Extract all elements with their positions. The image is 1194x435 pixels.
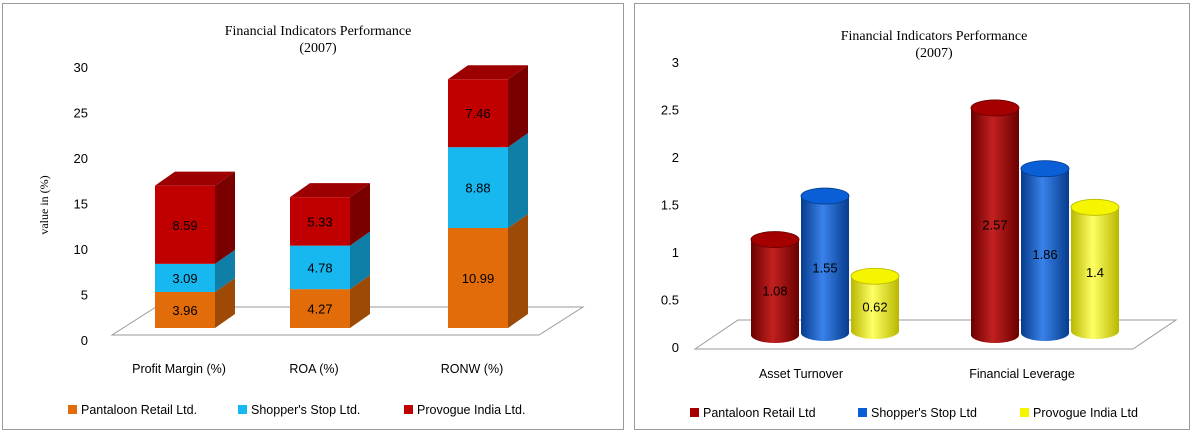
bar-segment (448, 79, 508, 148)
y-tick-label: 3 (672, 55, 679, 70)
category-label: ROA (%) (289, 362, 338, 376)
category-label: Profit Margin (%) (132, 362, 226, 376)
bar-segment (290, 289, 350, 328)
cylinder-top (1020, 160, 1070, 178)
stacked-bar-chart: Financial Indicators Performance (2007) 0 5… (37, 24, 585, 417)
bar-side (508, 213, 528, 328)
data-label: 2.57 (982, 217, 1007, 232)
category-label: Financial Leverage (969, 367, 1075, 381)
cylinder-bar (1021, 168, 1069, 341)
legend-label: Shopper's Stop Ltd (871, 406, 977, 420)
data-label: 5.33 (307, 214, 332, 229)
cylinder-bar (751, 239, 799, 343)
y-tick-label: 0 (672, 340, 679, 355)
data-label: 10.99 (462, 271, 495, 286)
bar-segment (155, 185, 215, 264)
bar-top (290, 183, 370, 198)
bar-side (350, 231, 370, 290)
bar-side (508, 65, 528, 148)
y-tick-label: 2 (672, 150, 679, 165)
cylinder-top (750, 231, 800, 248)
bar-side (215, 171, 235, 264)
legend-swatch (68, 405, 77, 414)
category-label: RONW (%) (441, 362, 504, 376)
bar-segment (448, 227, 508, 328)
data-label: 0.62 (862, 300, 887, 315)
cylinder-bar (851, 276, 899, 339)
bar-top (448, 65, 528, 80)
cylinder-top (800, 187, 850, 205)
chart-subtitle: (2007) (299, 41, 337, 56)
cylinder-bar (1071, 207, 1119, 339)
bar-top (155, 171, 235, 186)
cylinder-top (1070, 198, 1120, 216)
legend-label: Provogue India Ltd (1033, 406, 1138, 420)
y-tick-label: 25 (74, 106, 88, 121)
y-tick-label: 10 (74, 242, 88, 257)
data-label: 1.55 (812, 261, 837, 276)
bar-segment (448, 147, 508, 228)
chart-subtitle: (2007) (915, 46, 953, 61)
y-tick-label: 5 (81, 288, 88, 303)
cylinder-bar (971, 107, 1019, 344)
bar-side (215, 249, 235, 292)
data-label: 7.46 (465, 106, 490, 121)
left-chart-frame (2, 3, 624, 430)
y-tick-label: 0.5 (661, 293, 679, 308)
legend-swatch (1020, 408, 1029, 417)
data-label: 4.78 (307, 260, 332, 275)
cylinder-top (970, 99, 1020, 117)
cylinder-bar (801, 196, 849, 341)
legend-label: Shopper's Stop Ltd. (251, 403, 360, 417)
legend-swatch (858, 408, 867, 417)
legend-label: Pantaloon Retail Ltd. (81, 403, 197, 417)
legend-label: Pantaloon Retail Ltd (703, 406, 816, 420)
chart-title: Financial Indicators Performance (225, 24, 412, 39)
data-label: 3.09 (172, 271, 197, 286)
y-tick-label: 30 (74, 60, 88, 75)
bar-segment (290, 245, 350, 290)
legend-swatch (404, 405, 413, 414)
data-label: 1.08 (762, 283, 787, 298)
bar-side (508, 133, 528, 228)
cylinder-top (850, 267, 900, 285)
y-tick-label: 0 (81, 333, 88, 348)
legend-label: Provogue India Ltd. (417, 403, 525, 417)
data-label: 1.4 (1086, 265, 1104, 280)
legend-swatch (690, 408, 699, 417)
bar-segment (290, 197, 350, 246)
bar-side (350, 275, 370, 328)
data-label: 8.59 (172, 218, 197, 233)
y-tick-label: 1.5 (661, 198, 679, 213)
bar-side (215, 277, 235, 328)
y-tick-label: 20 (74, 151, 88, 166)
chart-title: Financial Indicators Performance (841, 29, 1028, 44)
y-tick-label: 15 (74, 197, 88, 212)
y-axis-label: value in (%) (37, 175, 51, 234)
data-label: 4.27 (307, 302, 332, 317)
data-label: 8.88 (465, 181, 490, 196)
category-label: Asset Turnover (759, 367, 843, 381)
bar-segment (155, 263, 215, 292)
bar-segment (155, 291, 215, 328)
data-label: 3.96 (172, 303, 197, 318)
bar-side (350, 183, 370, 246)
legend-swatch (238, 405, 247, 414)
data-label: 1.86 (1032, 247, 1057, 262)
right-chart-frame (634, 3, 1190, 430)
y-tick-label: 2.5 (661, 103, 679, 118)
y-tick-label: 1 (672, 245, 679, 260)
